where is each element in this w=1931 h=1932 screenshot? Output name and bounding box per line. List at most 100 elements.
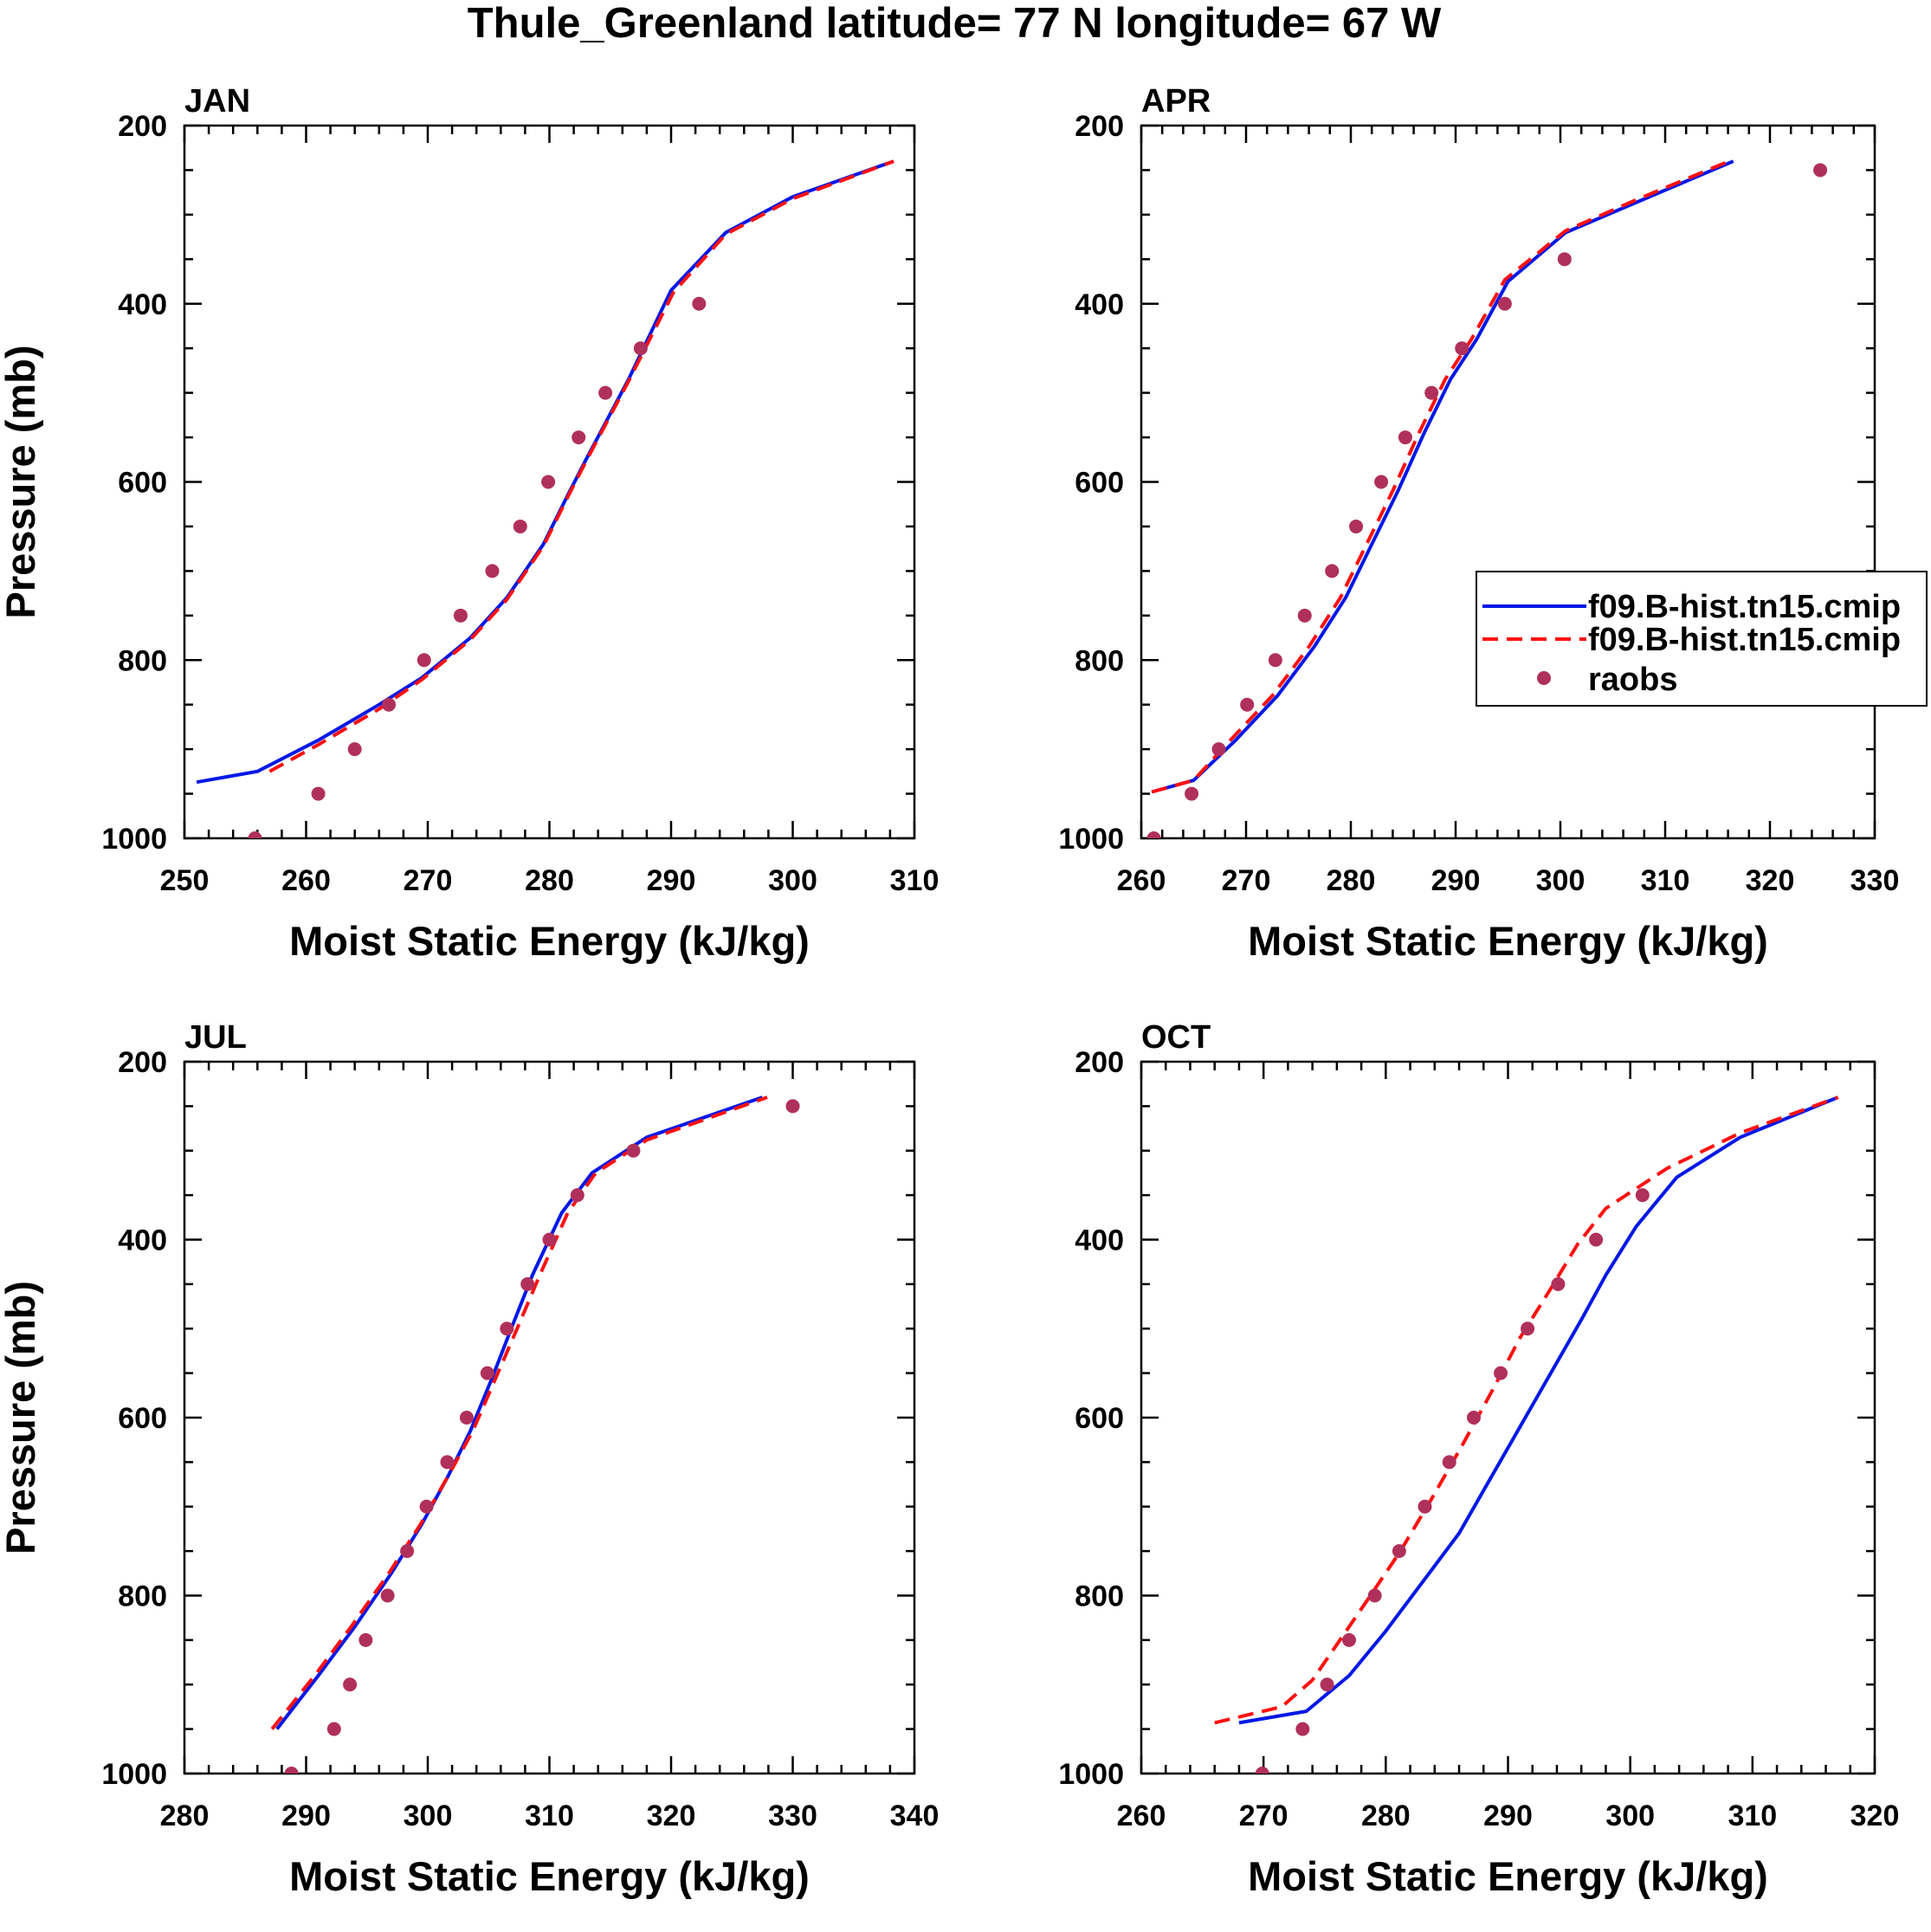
raobs-point [1185,786,1199,801]
plot-frame [1140,1060,1876,1775]
raobs-point [1146,831,1161,838]
figure-title: Thule_Greenland latitude= 77 N longitude… [468,0,1442,47]
raobs-point [1325,564,1340,578]
x-tick-label: 270 [1222,864,1271,897]
x-tick-label: 260 [281,864,331,897]
legend-label: f09.B-hist.tn15.cmip [1588,622,1901,658]
raobs-point [248,831,262,838]
legend-label: raobs [1588,662,1677,698]
raobs-point [1349,519,1364,533]
x-tick-label: 270 [404,864,453,897]
legend: f09.B-hist.tn15.cmipf09.B-hist.tn15.cmip… [1476,571,1928,707]
x-tick-label: 310 [525,1800,574,1832]
x-axis-label: Moist Static Energy (kJ/kg) [289,1853,810,1899]
y-tick-label: 600 [118,1402,167,1435]
x-tick-label: 290 [647,864,696,897]
raobs-point [380,1588,395,1603]
raobs-point [1297,608,1312,623]
x-tick-label: 290 [1483,1800,1533,1832]
raobs-point [382,697,397,712]
x-tick-label: 280 [1327,864,1376,897]
panels: 250 260 270 280 290 300 310 200 400 600 800 1000 JAN… [0,83,1899,1899]
raobs-point [1295,1722,1310,1736]
y-tick-label: 1000 [1058,823,1124,856]
raobs-point [417,653,431,668]
y-tick-label: 1000 [101,1758,167,1791]
y-tick-label: 200 [118,1046,167,1079]
x-axis-label: Moist Static Energy (kJ/kg) [1248,918,1768,964]
legend-label: f09.B-hist.tn15.cmip [1588,589,1901,625]
y-axis-label: Pressure (mb) [0,345,43,618]
raobs-point [1589,1232,1604,1247]
solid-series-line [1238,1095,1839,1725]
x-tick-label: 260 [1117,1800,1166,1832]
y-tick-label: 800 [1075,1580,1124,1613]
x-tick-label: 270 [1239,1800,1288,1832]
solid-series-line [196,159,894,785]
y-tick-label: 800 [1075,644,1124,677]
panel-jul: 280 290 300 310 320 330 340 200 400 600 800 1000 JUL… [0,1019,939,1899]
x-tick-label: 300 [1536,864,1585,897]
raobs-point [1418,1499,1432,1514]
raobs-point [1521,1321,1535,1336]
x-tick-label: 310 [1728,1800,1777,1832]
raobs-point [500,1321,514,1336]
raobs-point [542,1232,557,1247]
x-axis-label: Moist Static Energy (kJ/kg) [1248,1853,1768,1899]
raobs-point [626,1143,641,1158]
y-tick-label: 200 [1075,1046,1124,1079]
legend-box [1476,571,1928,707]
x-tick-label: 260 [1117,864,1166,897]
raobs-point [692,296,707,311]
x-tick-label: 250 [160,864,210,897]
raobs-point [459,1411,474,1425]
raobs-point [572,430,586,445]
raobs-point [598,385,613,400]
panel-jan: 250 260 270 280 290 300 310 200 400 600 800 1000 JAN… [0,83,939,964]
raobs-point [1466,1411,1481,1425]
raobs-point [1455,341,1469,356]
x-tick-label: 340 [890,1800,940,1832]
plot-area [196,159,894,838]
y-tick-label: 400 [1075,288,1124,321]
panel-title: JUL [184,1019,247,1056]
x-tick-label: 280 [1361,1800,1411,1832]
raobs-point [1398,430,1412,445]
raobs-point [1442,1455,1456,1470]
plot-area [270,1095,800,1774]
raobs-point [1341,1632,1356,1647]
raobs-point [570,1188,584,1203]
solid-series-line [1151,159,1734,794]
x-tick-label: 320 [647,1800,696,1832]
y-tick-label: 400 [118,288,167,321]
raobs-point [1268,653,1282,668]
x-tick-label: 300 [1605,1800,1655,1832]
raobs-point [400,1544,415,1559]
y-axis-label: Pressure (mb) [0,1281,43,1554]
y-tick-label: 400 [118,1224,167,1257]
raobs-point [1551,1276,1566,1291]
raobs-point [1320,1677,1334,1692]
plot-area [1214,1095,1839,1774]
raobs-point [1374,475,1389,489]
x-tick-label: 300 [404,1800,453,1832]
raobs-point [1211,742,1226,757]
raobs-point [1635,1188,1650,1203]
plot-area [1146,158,1828,838]
raobs-point [1497,296,1512,311]
y-tick-label: 800 [118,644,167,677]
dashed-series-line [1214,1095,1839,1725]
y-tick-label: 200 [1075,110,1124,143]
raobs-point [358,1632,373,1647]
raobs-point [326,1722,341,1736]
y-tick-label: 200 [118,110,167,143]
x-tick-label: 300 [768,864,817,897]
panel-apr: 260 270 280 290 300 310 320 330 200 400 600 800 1000… [1058,83,1899,964]
y-tick-label: 600 [118,467,167,500]
raobs-point [343,1677,358,1692]
raobs-point [1494,1366,1508,1380]
x-tick-label: 320 [1746,864,1795,897]
x-tick-label: 280 [525,864,574,897]
solid-series-line [275,1095,764,1730]
